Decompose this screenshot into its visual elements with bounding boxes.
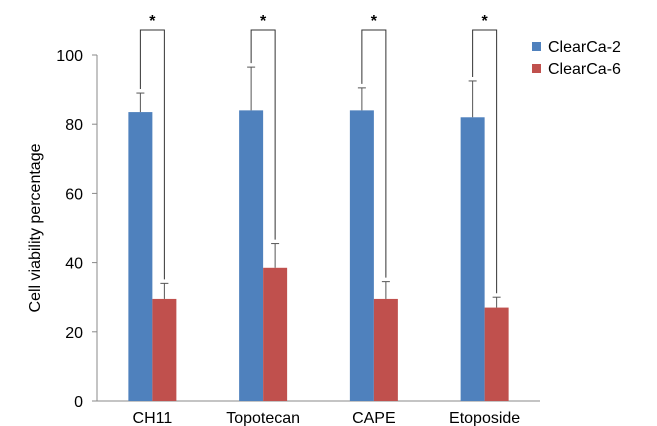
x-tick-label: Etoposide [449, 410, 520, 426]
y-tick-label: 0 [74, 394, 83, 411]
y-tick-label: 20 [65, 325, 83, 342]
x-tick-label: CH11 [133, 410, 173, 426]
y-tick-label: 40 [65, 256, 83, 273]
legend-swatch-clearca-6 [532, 64, 541, 73]
significance-bracket [361, 29, 387, 278]
y-tick-label: 80 [65, 117, 83, 134]
bar-clearca-2-ch11 [128, 112, 153, 401]
y-ticks: 0 20 40 60 80 100 [56, 48, 97, 411]
significance-star: * [149, 13, 156, 30]
legend-swatch-clearca-2 [532, 42, 541, 51]
significance-bracket [250, 29, 276, 240]
significance-brackets: * * * * [139, 13, 498, 294]
significance-bracket [139, 29, 165, 280]
y-tick-label: 60 [65, 186, 83, 203]
error-bars [136, 66, 501, 308]
bar-clearca-2-cape [349, 110, 374, 402]
bar-clearca-6-ch11 [152, 298, 177, 401]
significance-star: * [371, 13, 378, 30]
bar-clearca-6-topotecan [263, 267, 288, 401]
y-axis-label: Cell viability percentage [27, 143, 44, 312]
x-tick-label: Topotecan [226, 410, 300, 426]
legend: ClearCa-2 ClearCa-6 [532, 39, 621, 78]
legend-label-clearca-2: ClearCa-2 [548, 39, 621, 56]
x-tick-label: CAPE [352, 410, 396, 426]
bar-clearca-2-etoposide [460, 117, 485, 401]
bars [128, 110, 509, 402]
bar-clearca-6-cape [373, 298, 398, 401]
bar-clearca-2-topotecan [239, 110, 264, 402]
y-tick-label: 100 [56, 48, 83, 65]
significance-star: * [482, 13, 489, 30]
significance-bracket [472, 29, 498, 294]
significance-star: * [260, 13, 267, 30]
legend-label-clearca-6: ClearCa-6 [548, 61, 621, 78]
bar-clearca-6-etoposide [484, 307, 509, 401]
category-labels: CH11 Topotecan CAPE Etoposide [133, 410, 521, 426]
